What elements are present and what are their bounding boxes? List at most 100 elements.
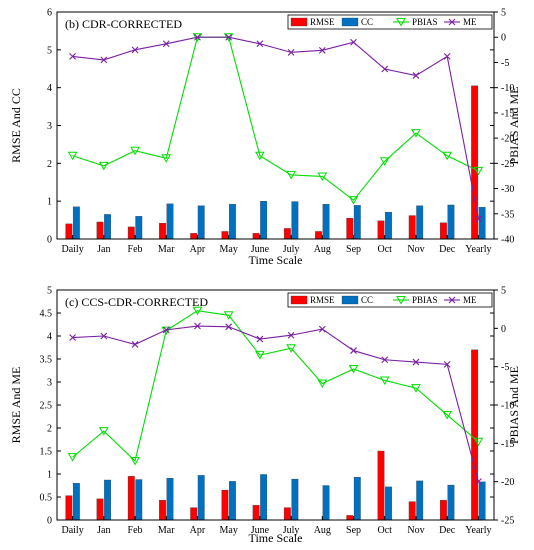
bar-rmse-4: [190, 507, 198, 521]
point-me-8: [318, 46, 326, 54]
point-pbias-3: [161, 154, 172, 163]
bar-rmse-12: [440, 500, 447, 521]
bar-rmse-6: [252, 505, 260, 521]
x-tick-label: Oct: [378, 244, 393, 255]
bar-cc-7: [291, 201, 299, 240]
right-tick-label: -40: [501, 235, 514, 246]
x-tick-label: Apr: [190, 244, 206, 255]
point-me-5: [225, 323, 233, 331]
point-me-10: [381, 356, 389, 364]
bar-rmse-13: [471, 85, 479, 240]
right-tick-label: -25: [501, 516, 514, 527]
legend-marker-me: [448, 18, 456, 26]
x-tick-label: July: [283, 525, 300, 536]
bar-rmse-10: [377, 220, 385, 240]
bar-cc-4: [197, 475, 205, 521]
bar-rmse-1: [96, 221, 104, 240]
point-pbias-13: [473, 166, 484, 176]
point-pbias-9: [348, 364, 359, 374]
point-me-10: [381, 65, 389, 73]
bar-cc-3: [166, 203, 174, 240]
point-me-12: [443, 53, 451, 60]
bar-rmse-10: [377, 450, 385, 521]
point-me-5: [225, 33, 233, 41]
legend: [287, 292, 493, 308]
bar-cc-2: [135, 216, 143, 240]
bar-rmse-11: [408, 215, 416, 240]
legend: [287, 14, 493, 30]
bar-cc-13: [478, 207, 486, 240]
x-tick-label: May: [220, 244, 238, 255]
bar-rmse-12: [440, 222, 447, 240]
plot-frame: [56, 289, 495, 521]
point-me-6: [256, 40, 264, 48]
bar-rmse-3: [159, 222, 166, 240]
bar-cc-12: [447, 484, 455, 521]
legend-box: [287, 14, 493, 30]
bar-cc-5: [229, 204, 236, 240]
bar-cc-5: [229, 481, 236, 521]
point-pbias-2: [130, 456, 140, 466]
bar-cc-12: [447, 204, 455, 240]
point-me-9: [350, 38, 357, 46]
legend-marker-pbias: [396, 18, 406, 27]
point-me-2: [131, 341, 139, 348]
bar-rmse-7: [283, 228, 291, 240]
point-pbias-6: [255, 351, 265, 360]
x-tick-label: Dec: [439, 244, 456, 255]
bar-rmse-8: [315, 231, 322, 240]
point-me-0: [69, 334, 76, 341]
left-tick-label: 5: [47, 45, 52, 56]
point-pbias-4: [192, 306, 203, 316]
bar-cc-2: [135, 479, 143, 521]
legend-label-pbias: PBIAS: [412, 17, 438, 27]
x-tick-label: Nov: [407, 244, 424, 255]
series-line-pbias: [72, 310, 479, 463]
point-pbias-6: [255, 151, 265, 161]
left-tick-label: 6: [47, 8, 52, 19]
bar-rmse-9: [346, 218, 354, 240]
bar-cc-11: [416, 480, 424, 521]
legend-swatch-cc: [341, 295, 359, 305]
bar-rmse-2: [127, 476, 135, 521]
bar-cc-0: [72, 483, 80, 521]
legend-label-rmse: RMSE: [310, 295, 335, 305]
right-tick-label: -20: [501, 134, 514, 145]
x-tick-label: Aug: [314, 244, 331, 255]
left-tick-label: 2: [47, 159, 52, 170]
legend-swatch-cc: [341, 17, 359, 27]
point-me-1: [100, 332, 108, 340]
left-tick-label: 5: [47, 286, 52, 297]
x-tick-label: June: [251, 525, 270, 536]
bar-rmse-5: [221, 489, 229, 521]
point-pbias-11: [411, 129, 421, 138]
right-tick-label: 0: [501, 324, 506, 335]
right-tick-label: -5: [501, 58, 509, 69]
point-me-1: [100, 56, 108, 64]
point-me-13: [475, 215, 482, 223]
point-pbias-7: [286, 170, 296, 180]
legend-label-me: ME: [463, 17, 477, 27]
x-tick-label: Yearly: [465, 525, 491, 536]
right-tick-label: 0: [501, 33, 506, 44]
bar-cc-6: [260, 474, 268, 521]
legend-label-me: ME: [463, 295, 477, 305]
point-me-6: [256, 335, 264, 343]
point-pbias-5: [223, 311, 234, 320]
bar-rmse-11: [408, 501, 416, 521]
point-me-3: [162, 326, 170, 334]
x-tick-label: Sep: [346, 525, 361, 536]
legend-swatch-rmse: [290, 17, 308, 27]
point-pbias-7: [286, 344, 296, 353]
bar-rmse-6: [252, 233, 260, 240]
right-tick-label: -15: [501, 439, 514, 450]
point-pbias-0: [67, 151, 78, 161]
bar-cc-8: [322, 485, 330, 521]
legend-box: [287, 292, 493, 308]
left-tick-label: 3: [47, 121, 52, 132]
point-me-2: [131, 46, 139, 54]
x-tick-label: Daily: [61, 525, 83, 536]
bar-rmse-7: [283, 507, 291, 521]
legend-marker-pbias: [396, 296, 406, 305]
left-tick-label: 4: [47, 83, 52, 94]
